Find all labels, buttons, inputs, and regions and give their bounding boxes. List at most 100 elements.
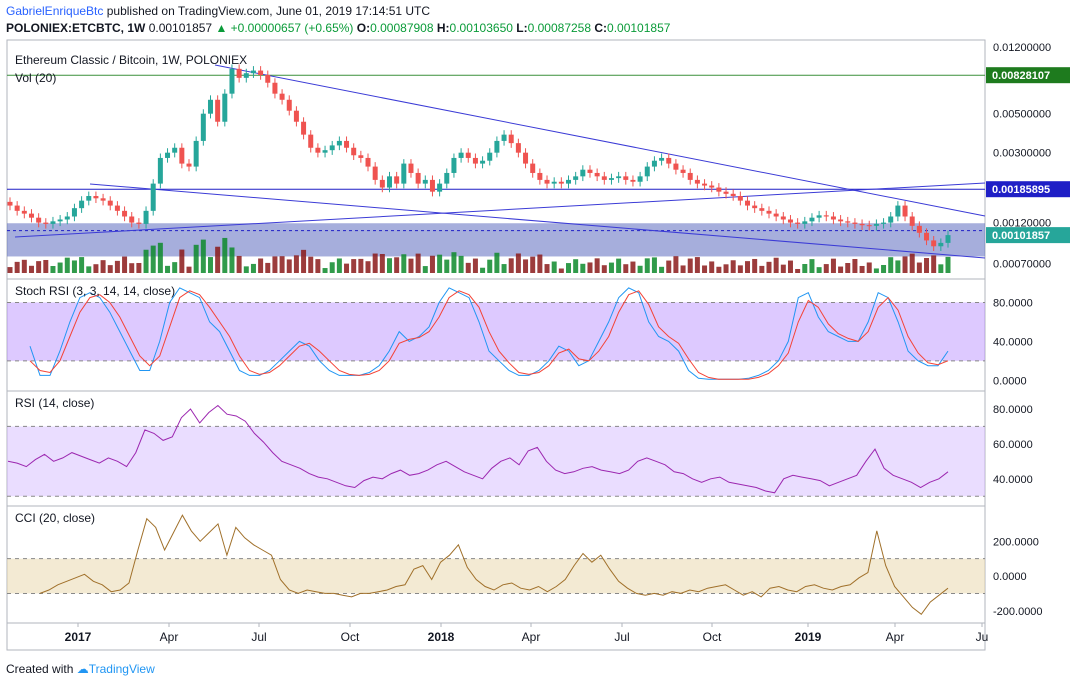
candle-body <box>93 196 99 199</box>
volume-bar <box>308 256 314 273</box>
volume-bar <box>780 264 786 273</box>
candle-body <box>165 152 171 158</box>
candle-body <box>301 121 307 135</box>
published-text: published on TradingView.com, June 01, 2… <box>103 4 431 18</box>
price-label-box <box>986 181 1070 198</box>
candle-body <box>709 185 715 188</box>
volume-bar <box>766 261 772 273</box>
candle-body <box>608 178 614 180</box>
price-pane-title: Ethereum Classic / Bitcoin, 1W, POLONIEX <box>15 53 247 67</box>
candle-body <box>723 191 729 194</box>
volume-bar <box>573 259 579 273</box>
candle-body <box>845 221 851 223</box>
candle-body <box>293 110 299 122</box>
candle-body <box>286 99 292 111</box>
volume-bar <box>79 257 85 273</box>
volume-bar <box>7 267 13 273</box>
candle-body <box>931 240 937 247</box>
tradingview-logo-icon: ☁ <box>76 662 89 676</box>
candle-body <box>558 181 564 184</box>
author-link[interactable]: GabrielEnriqueBtc <box>6 4 104 18</box>
candle-body <box>193 140 199 167</box>
candle-body <box>566 179 572 184</box>
time-axis-tick-label: 2018 <box>428 630 455 644</box>
candle-body <box>129 216 135 223</box>
indicator-band <box>7 558 985 594</box>
indicator-band <box>7 426 985 497</box>
volume-bar <box>408 258 414 273</box>
candle-body <box>308 134 314 148</box>
volume-bar <box>938 264 944 273</box>
volume-bar <box>329 262 335 273</box>
candle-body <box>21 210 27 214</box>
candle-body <box>200 113 206 141</box>
volume-bar <box>838 266 844 273</box>
price-label-box <box>986 227 1070 244</box>
volume-bar <box>909 253 915 273</box>
volume-bar <box>293 255 299 273</box>
volume-bar <box>86 266 92 273</box>
volume-bar <box>93 264 99 273</box>
volume-bar <box>730 260 736 273</box>
volume-bar <box>802 263 808 273</box>
volume-bar <box>773 257 779 273</box>
candle-body <box>523 152 529 164</box>
candle-body <box>673 163 679 170</box>
candle-body <box>107 200 113 206</box>
candle-body <box>730 193 736 197</box>
candle-body <box>179 147 185 164</box>
candle-body <box>36 217 42 223</box>
indicator-pane-title: CCI (20, close) <box>15 511 95 525</box>
candle-body <box>143 210 149 224</box>
tradingview-link[interactable]: TradingView <box>88 662 155 676</box>
volume-bar <box>537 254 543 273</box>
candle-body <box>651 160 657 167</box>
candle-body <box>938 242 944 247</box>
candle-body <box>451 157 457 173</box>
volume-bar <box>594 258 600 273</box>
candle-body <box>494 140 500 153</box>
candle-body <box>265 75 271 83</box>
volume-bar <box>716 266 722 273</box>
volume-bar <box>172 262 178 273</box>
volume-bar <box>515 253 521 273</box>
indicator-axis-tick-label: 80.0000 <box>993 297 1033 309</box>
candle-body <box>945 235 951 243</box>
candle-body <box>644 166 650 177</box>
candle-body <box>336 140 342 146</box>
candle-body <box>229 68 235 94</box>
volume-bar <box>14 261 20 273</box>
volume-bar <box>279 256 285 273</box>
time-axis-tick-label: Jul <box>251 630 266 644</box>
candle-body <box>830 216 836 220</box>
volume-bar <box>36 261 42 273</box>
volume-bar <box>272 256 278 273</box>
candle-body <box>866 225 872 227</box>
volume-bar <box>651 257 657 273</box>
volume-bar <box>372 253 378 273</box>
volume-bar <box>429 255 435 273</box>
indicator-pane-title: RSI (14, close) <box>15 396 94 410</box>
volume-bar <box>71 260 77 273</box>
candle-body <box>344 140 350 148</box>
indicator-axis-tick-label: 40.0000 <box>993 336 1033 348</box>
volume-bar <box>888 257 894 273</box>
candle-body <box>437 183 443 192</box>
candle-body <box>802 221 808 224</box>
volume-bar <box>193 244 199 273</box>
time-axis-tick-label: Oct <box>341 630 360 644</box>
close-label: C: <box>594 21 608 35</box>
candle-body <box>694 179 700 184</box>
candle-body <box>766 210 772 214</box>
volume-bar <box>480 267 486 273</box>
price-axis-tick-label: 0.00300000 <box>993 148 1051 160</box>
volume-bar <box>916 262 922 273</box>
symbol-info: POLONIEX:ETCBTC, 1W 0.00101857 ▲ +0.0000… <box>6 21 670 35</box>
volume-indicator-label: Vol (20) <box>15 71 56 85</box>
candle-body <box>752 205 758 209</box>
volume-bar <box>601 265 607 273</box>
time-axis-tick-label: Oct <box>703 630 722 644</box>
volume-bar <box>122 256 128 273</box>
candle-body <box>401 163 407 184</box>
